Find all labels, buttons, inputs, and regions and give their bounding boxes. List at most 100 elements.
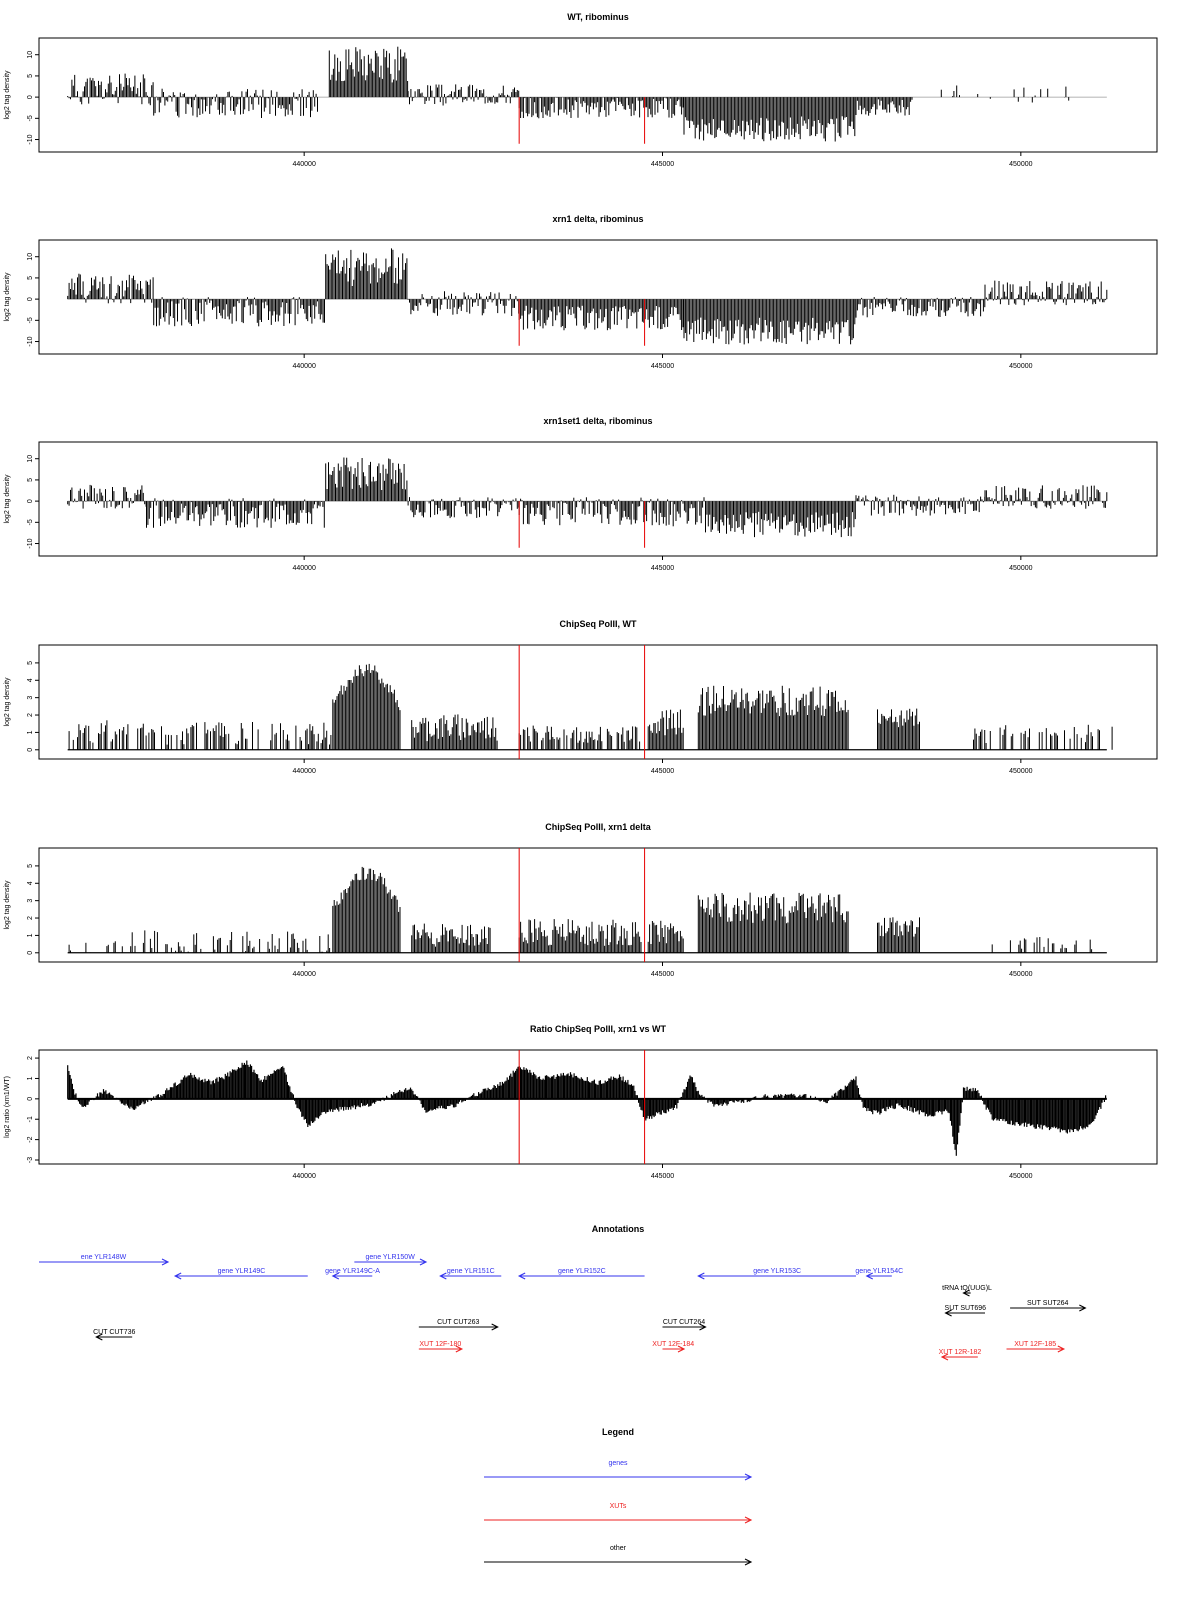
x-tick-label: 450000 [1009,1173,1032,1180]
arrow-head [940,1353,949,1361]
y-tick-label: 0 [27,748,34,752]
y-tick-label: 2 [27,1056,34,1060]
x-tick-label: 450000 [1009,161,1032,168]
annotation-xut: XUT 12F-184 [652,1341,694,1353]
y-tick-label: 0 [27,951,34,955]
annotation-label: gene YLR149C-A [325,1268,380,1275]
y-tick-label: 5 [27,74,34,78]
annotation-label: gene YLR149C [218,1268,266,1275]
annotation-gene: gene YLR151C [439,1268,502,1280]
legend-arrow-head [744,1558,753,1566]
chart-panel-3: xrn1set1 delta, ribominus log2 tag densit… [4,416,1158,572]
legend-arrow-head [744,1516,753,1524]
x-tick-label: 440000 [292,971,315,978]
arrow-head [173,1272,182,1280]
y-tick-label: -10 [27,134,34,144]
annotation-gene: ene YLR148W [39,1254,170,1266]
plot-frame [38,644,1158,760]
annotations-panel: Annotations ene YLR148W gene YLR149C gene Y… [39,1224,1087,1361]
x-tick-label: 450000 [1009,971,1032,978]
bars-group [67,248,1108,345]
legend-label-gene: genes [608,1460,628,1467]
annotation-xut: XUT 12R-182 [939,1349,982,1361]
legend-arrow-head [744,1473,753,1481]
annotation-gene: gene YLR149C [173,1268,308,1280]
y-tick-label: 4 [27,881,34,885]
x-tick-label: 445000 [651,363,674,370]
arrow-head [944,1309,952,1317]
y-tick-label: 2 [27,713,34,717]
y-tick-label: 1 [27,933,34,937]
y-tick-label: 5 [27,478,34,482]
annotation-label: gene YLR153C [753,1268,801,1275]
y-tick-label: 10 [27,455,34,463]
annotations-title: Annotations [592,1224,645,1234]
annotation-label: gene YLR151C [447,1268,495,1275]
arrow-head [677,1345,686,1353]
bars-group [67,457,1108,538]
annotation-label: XUT 12F-185 [1014,1341,1056,1348]
y-axis-label: log2 tag density [4,880,11,930]
annotation-gene: gene YLR152C [517,1268,645,1280]
x-tick-label: 445000 [651,161,674,168]
chart-title: ChipSeq PolII, WT [560,619,637,629]
arrow-head [865,1272,873,1280]
arrow-head [699,1323,707,1331]
y-tick-label: 5 [27,864,34,868]
x-tick-label: 440000 [292,161,315,168]
chart-title: ChipSeq PolII, xrn1 delta [545,822,652,832]
annotation-xut: XUT 12F-185 [1006,1341,1066,1353]
x-tick-label: 440000 [292,768,315,775]
chart-panel-5: ChipSeq PolII, xrn1 delta log2 tag densit… [4,822,1158,978]
x-tick-label: 445000 [651,971,674,978]
annotation-label: XUT 12R-182 [939,1349,982,1356]
y-axis-label: log2 tag density [4,70,11,120]
y-tick-label: 4 [27,678,34,682]
plot-frame [38,239,1158,355]
arrow-head [419,1258,428,1266]
annotation-gene: gene YLR150W [354,1254,428,1266]
y-tick-label: 0 [27,95,34,99]
y-tick-label: -10 [27,336,34,346]
y-tick-label: 1 [27,1076,34,1080]
annotation-xut: XUT 12F-180 [418,1341,464,1353]
legend: Legend genes XUTs other [484,1427,753,1566]
annotation-other: CUT CUT264 [662,1319,707,1331]
annotation-label: XUT 12F-184 [652,1341,694,1348]
legend-label-xut: XUTs [610,1503,627,1510]
y-tick-label: -3 [27,1157,34,1163]
chart-title: xrn1set1 delta, ribominus [543,416,652,426]
annotation-label: ene YLR148W [81,1254,127,1261]
annotation-other: SUT SUT696 [944,1305,986,1317]
arrow-head [439,1272,447,1280]
annotation-label: SUT SUT264 [1027,1300,1069,1307]
chart-title: Ratio ChipSeq PolII, xrn1 vs WT [530,1024,667,1034]
x-tick-label: 450000 [1009,363,1032,370]
annotation-label: XUT 12F-180 [419,1341,461,1348]
x-tick-label: 450000 [1009,768,1032,775]
y-tick-label: 10 [27,253,34,261]
arrow-head [95,1333,103,1341]
y-tick-label: 3 [27,899,34,903]
chart-panel-1: WT, ribominus log2 tag density -10 -5 0 5 10 44… [4,12,1158,168]
annotation-label: gene YLR152C [558,1268,606,1275]
x-tick-label: 445000 [651,565,674,572]
arrow-head [1057,1345,1066,1353]
y-tick-label: -2 [27,1136,34,1142]
arrow-head [455,1345,464,1353]
annotation-other: CUT CUT263 [418,1319,499,1331]
arrow-head [962,1289,970,1297]
y-tick-label: -5 [27,317,34,323]
y-tick-label: -1 [27,1116,34,1122]
arrow-head [697,1272,705,1280]
y-tick-label: -5 [27,519,34,525]
y-tick-label: 5 [27,276,34,280]
x-tick-label: 440000 [292,565,315,572]
y-axis-label: log2 tag density [4,272,11,322]
legend-title: Legend [602,1427,634,1437]
y-tick-label: 3 [27,696,34,700]
chart-panel-2: xrn1 delta, ribominus log2 tag density -10… [4,214,1158,370]
x-tick-label: 440000 [292,363,315,370]
